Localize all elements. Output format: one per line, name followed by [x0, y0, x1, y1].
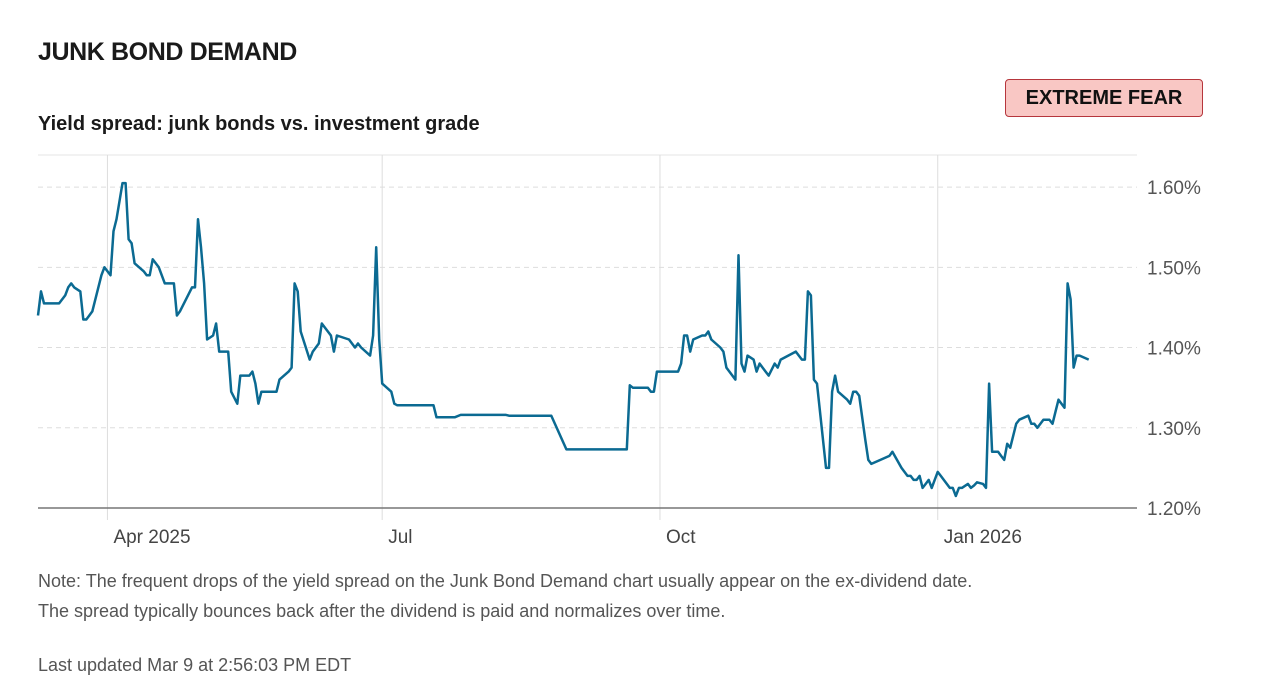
- last-updated: Last updated Mar 9 at 2:56:03 PM EDT: [38, 655, 352, 675]
- x-tick-label: Oct: [666, 527, 696, 548]
- y-tick-label: 1.30%: [1147, 419, 1201, 440]
- yield-spread-chart: Apr 2025 Jul Oct Jan 2026 1.20%1.30%1.40%1.…: [36, 154, 1201, 548]
- y-tick-label: 1.60%: [1147, 178, 1201, 199]
- x-tick-label: Apr 2025: [113, 527, 190, 548]
- note-line-2: The spread typically bounces back after …: [38, 601, 726, 621]
- chart-subtitle: Yield spread: junk bonds vs. investment …: [38, 113, 480, 135]
- note-line-1: Note: The frequent drops of the yield sp…: [38, 571, 973, 591]
- yield-spread-line: [36, 181, 1090, 498]
- y-axis: 1.20% 1.30% 1.40% 1.50% 1.60%: [1147, 178, 1201, 520]
- sentiment-badge: EXTREME FEAR: [1005, 79, 1203, 117]
- x-axis: Apr 2025 Jul Oct Jan 2026: [38, 507, 1137, 548]
- y-tick-label: 1.50%: [1147, 258, 1201, 279]
- x-tick-label: Jul: [388, 527, 412, 548]
- chart-note: Note: The frequent drops of the yield sp…: [38, 566, 1238, 626]
- x-tick-label: Jan 2026: [944, 527, 1022, 548]
- page-title: JUNK BOND DEMAND: [38, 38, 297, 66]
- y-tick-label: 1.20%: [1147, 499, 1201, 520]
- gridlines: [38, 154, 1137, 520]
- y-tick-label: 1.40%: [1147, 339, 1201, 360]
